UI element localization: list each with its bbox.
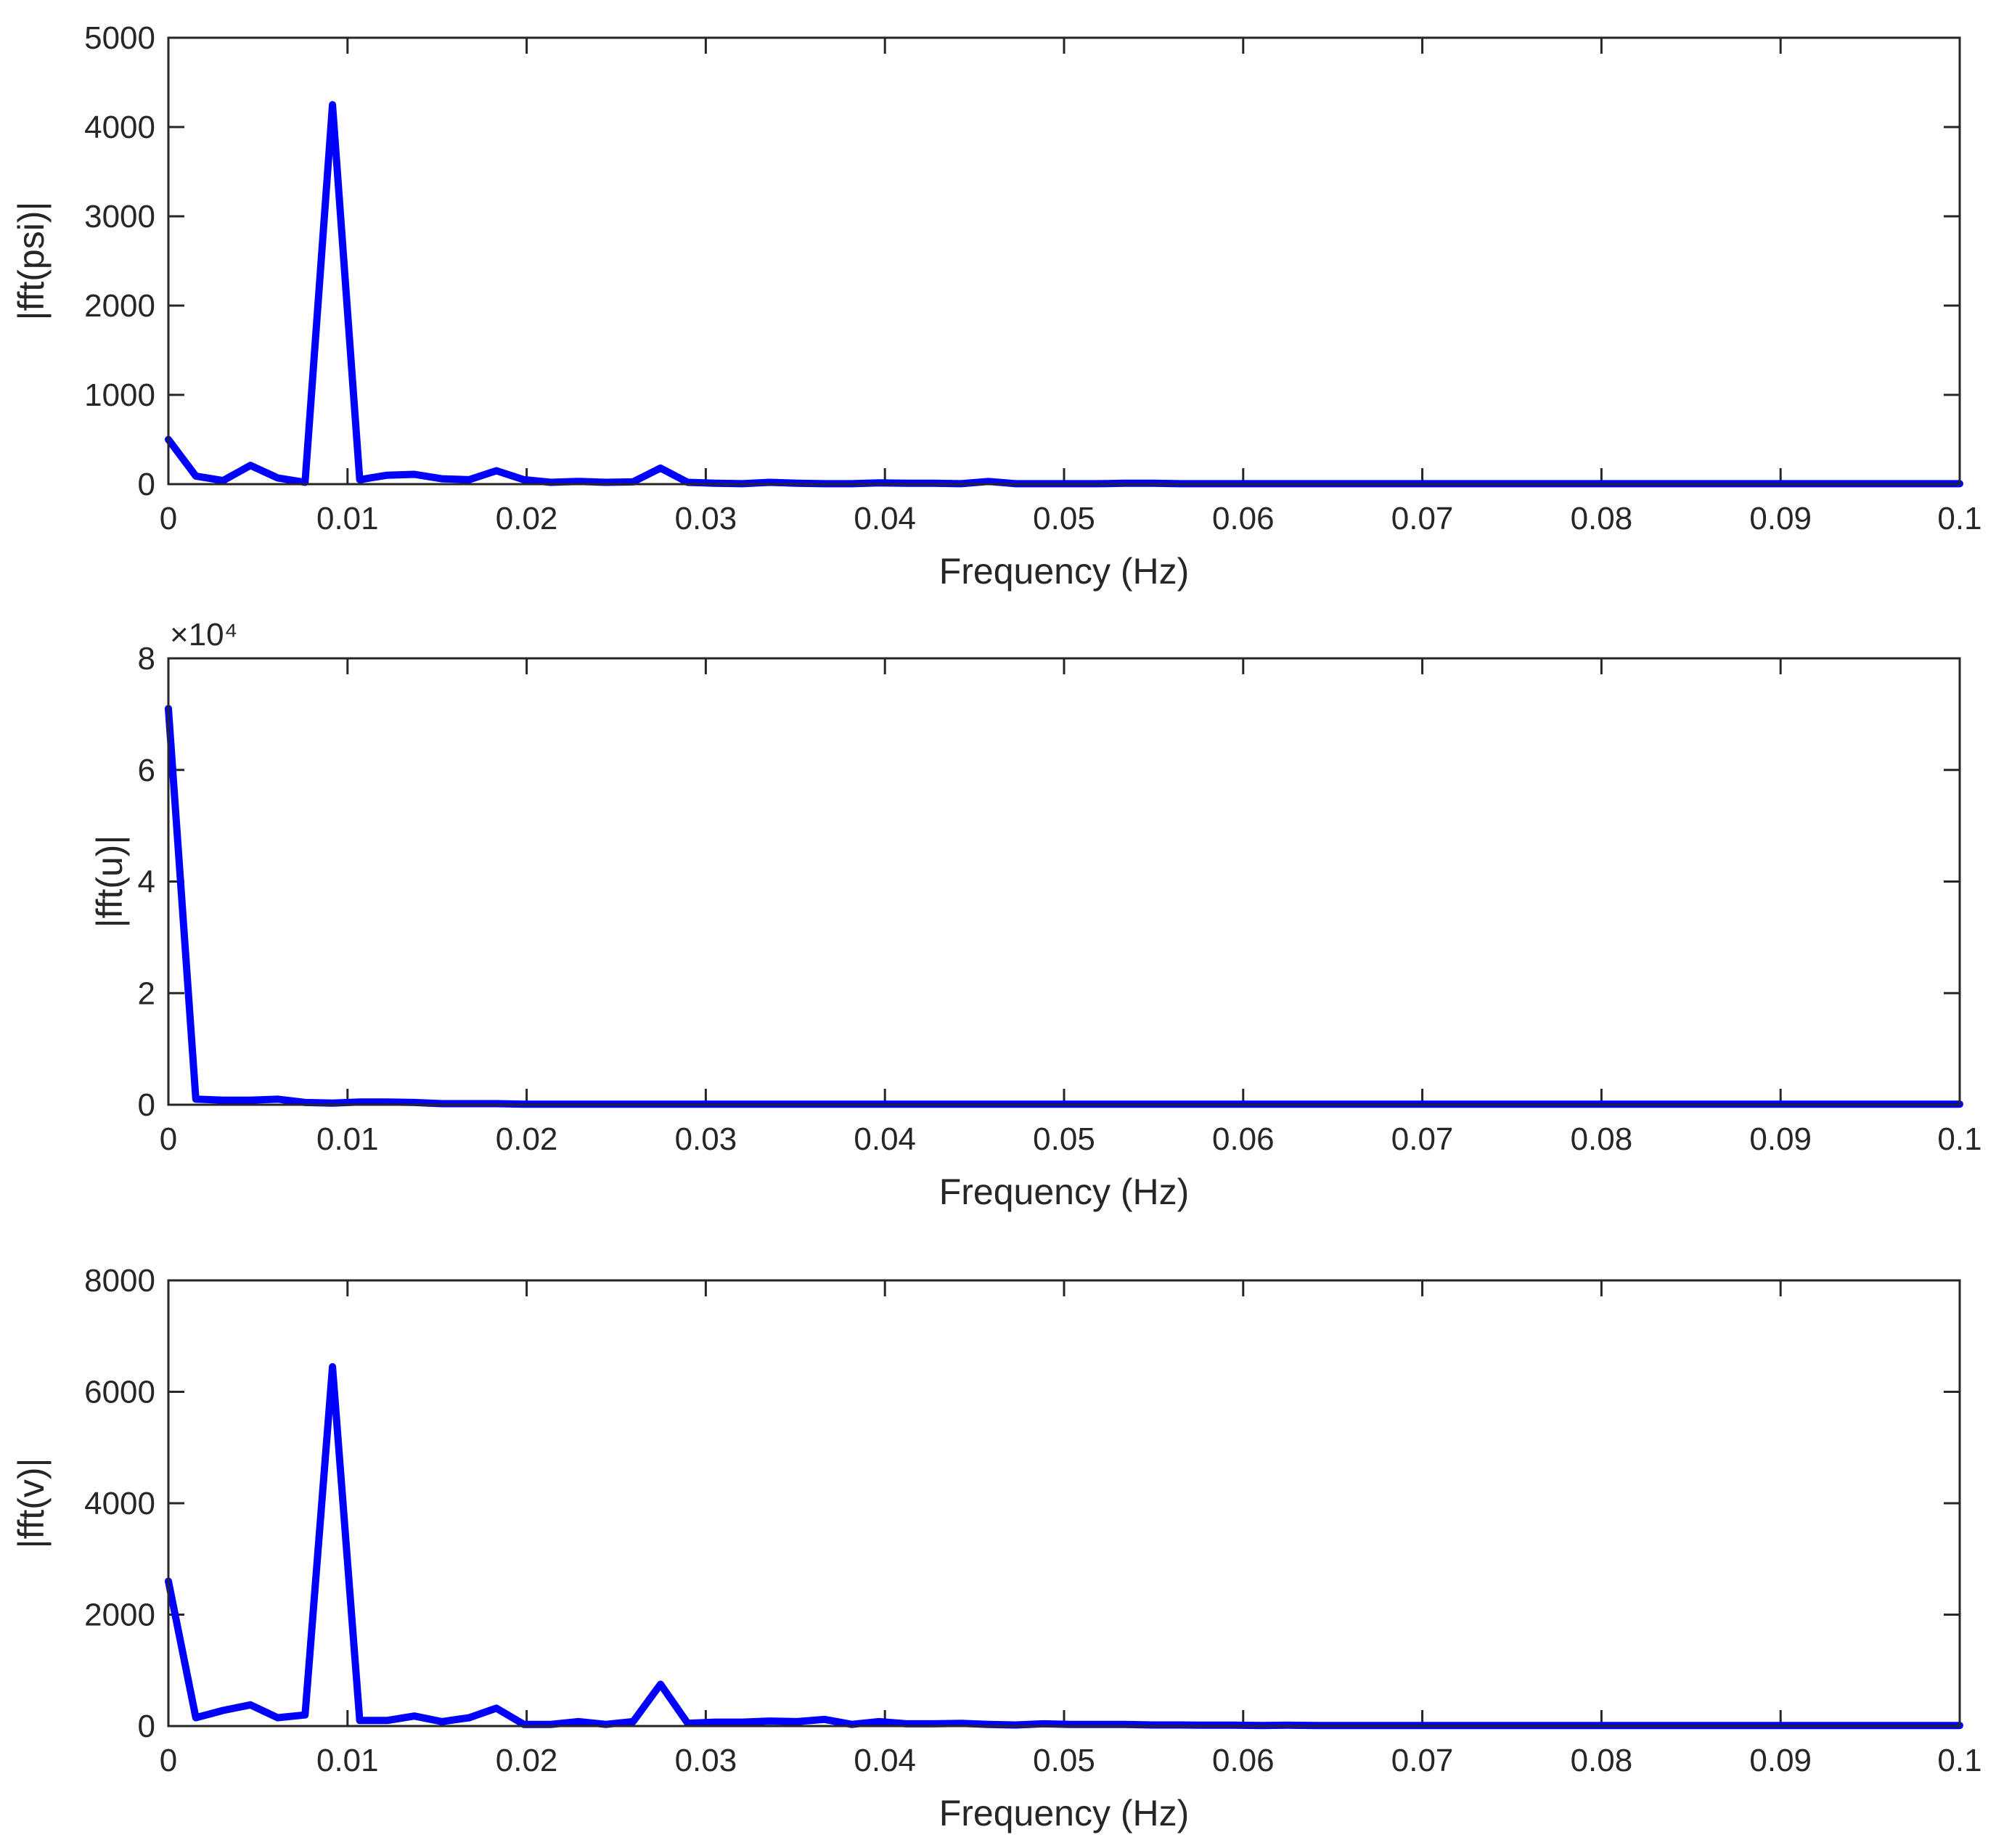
y-axis-label: |fft(v)| — [11, 1457, 52, 1548]
x-tick-label: 0.08 — [1571, 1743, 1633, 1778]
x-axis-label: Frequency (Hz) — [939, 1172, 1190, 1212]
x-tick-label: 0.01 — [316, 501, 379, 536]
plot-area — [168, 38, 1960, 484]
x-axis-label: Frequency (Hz) — [939, 551, 1190, 592]
x-tick-label: 0.07 — [1391, 501, 1454, 536]
x-tick-label: 0.07 — [1391, 1743, 1454, 1778]
x-tick-label: 0.05 — [1033, 501, 1095, 536]
y-tick-label: 5000 — [84, 20, 155, 56]
x-tick-label: 0.03 — [675, 501, 737, 536]
x-tick-label: 0.03 — [675, 1121, 737, 1157]
y-tick-label: 8000 — [84, 1263, 155, 1299]
y-axis-label: |fft(u)| — [89, 835, 130, 928]
x-tick-label: 0.02 — [496, 1743, 558, 1778]
x-tick-label: 0.04 — [854, 501, 916, 536]
x-tick-label: 0.02 — [496, 1121, 558, 1157]
x-tick-label: 0.08 — [1571, 1121, 1633, 1157]
axes-box — [167, 1279, 1961, 1728]
y-tick-label: 3000 — [84, 199, 155, 234]
x-tick-label: 0.03 — [675, 1743, 737, 1778]
y-tick-label: 4000 — [84, 110, 155, 145]
axes-box — [167, 36, 1961, 486]
chart-panel-1: 0 0.01 0.02 0.03 0.04 0.05 0.06 0.07 0.08 0.09 0.1… — [11, 20, 1982, 592]
x-tick-label: 0.05 — [1033, 1121, 1095, 1157]
x-tick-label: 0 — [160, 1743, 177, 1778]
x-tick-label: 0.09 — [1749, 501, 1812, 536]
y-axis-label: |fft(psi)| — [11, 202, 52, 321]
x-tick-label: 0.04 — [854, 1743, 916, 1778]
x-tick-label: 0 — [160, 1121, 177, 1157]
y-tick-label: 1000 — [84, 377, 155, 413]
x-tick-label: 0.07 — [1391, 1121, 1454, 1157]
y-tick-label: 4 — [138, 864, 155, 900]
y-exponent-label: ×10⁴ — [170, 617, 238, 653]
x-tick-label: 0.1 — [1937, 1743, 1981, 1778]
x-tick-label: 0.06 — [1212, 1743, 1275, 1778]
x-tick-label: 0.01 — [316, 1743, 379, 1778]
plot-area — [168, 1280, 1960, 1726]
y-tick-label: 8 — [138, 641, 155, 676]
x-tick-label: 0.09 — [1749, 1121, 1812, 1157]
x-tick-label: 0.09 — [1749, 1743, 1812, 1778]
axes-box — [167, 657, 1961, 1106]
y-tick-label: 2000 — [84, 1598, 155, 1633]
y-tick-label: 0 — [138, 1709, 155, 1744]
x-tick-label: 0.06 — [1212, 1121, 1275, 1157]
y-tick-label: 0 — [138, 1087, 155, 1123]
x-tick-label: 0.1 — [1937, 501, 1981, 536]
x-tick-label: 0 — [160, 501, 177, 536]
x-axis-label: Frequency (Hz) — [939, 1793, 1190, 1833]
x-tick-label: 0.05 — [1033, 1743, 1095, 1778]
x-tick-label: 0.04 — [854, 1121, 916, 1157]
y-tick-label: 6 — [138, 753, 155, 788]
y-tick-label: 2 — [138, 976, 155, 1011]
x-tick-label: 0.02 — [496, 501, 558, 536]
x-tick-label: 0.01 — [316, 1121, 379, 1157]
chart-panel-3: 0 0.01 0.02 0.03 0.04 0.05 0.06 0.07 0.08 0.09 0.1… — [11, 1263, 1982, 1833]
x-tick-label: 0.06 — [1212, 501, 1275, 536]
x-tick-label: 0.08 — [1571, 501, 1633, 536]
y-tick-label: 2000 — [84, 288, 155, 324]
x-tick-label: 0.1 — [1937, 1121, 1981, 1157]
chart-panel-2: 0 0.01 0.02 0.03 0.04 0.05 0.06 0.07 0.08 0.09 0.1… — [89, 617, 1982, 1212]
y-tick-label: 0 — [138, 467, 155, 502]
y-tick-label: 6000 — [84, 1375, 155, 1410]
y-tick-label: 4000 — [84, 1486, 155, 1521]
plot-area — [168, 658, 1960, 1105]
